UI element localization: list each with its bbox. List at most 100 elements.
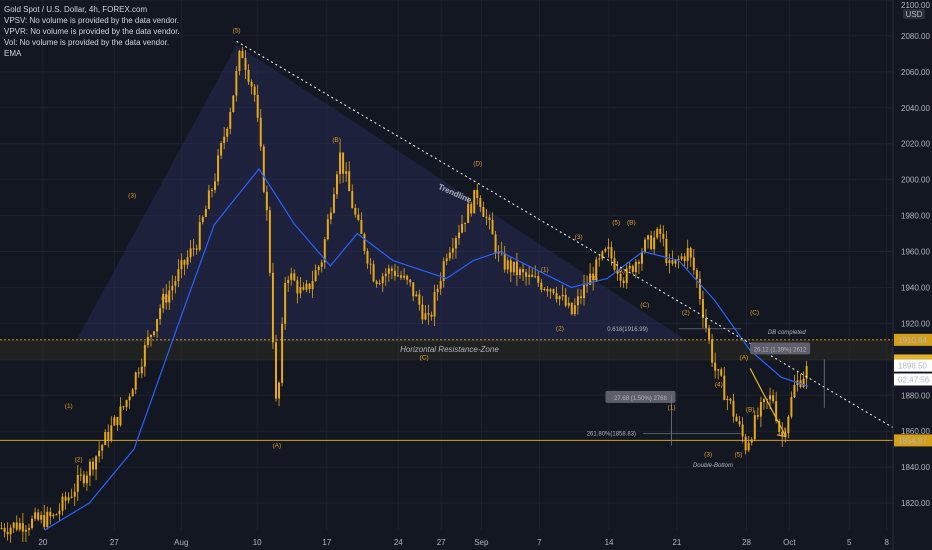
currency-badge [903,9,925,19]
y-tick-label: 2020.00 [901,140,930,149]
candle-body [448,252,451,259]
candle-body [491,220,494,235]
candle-body [128,396,131,401]
candle-body [488,217,491,221]
level-price-tag-0 [894,333,932,346]
candle-body [640,252,643,264]
candle-body [247,69,250,82]
candle-body [271,272,274,343]
candle-body [747,442,750,451]
candle-body [122,406,125,408]
candle-body [433,292,436,317]
currency-label: USD [906,10,923,19]
candle-body [650,235,653,250]
candle-body [604,248,607,252]
candle-body [70,496,73,498]
candle-body [531,274,534,277]
candle-body [256,94,259,118]
candle-body [631,265,634,273]
x-tick-label: 17 [322,538,331,547]
candle-body [189,248,192,258]
candle-body [421,304,424,320]
wave-label: (C) [420,354,429,361]
candle-body [244,57,247,70]
candle-body [40,515,43,520]
candle-body [354,208,357,215]
candle-body [680,256,683,260]
candle-body [552,289,555,294]
candle-body [104,431,107,446]
fib-2618-label: 261.80%(1858.83) [587,432,636,438]
candle-body [476,189,479,199]
candle-body [439,280,442,289]
candle-body [464,222,467,224]
candle-body [226,128,229,137]
candle-body [378,283,381,285]
candle-body [186,257,189,265]
candle-body [284,282,287,324]
candle-body [705,317,708,328]
candle-body [299,287,302,294]
candle-body [274,342,277,399]
candle-body [360,219,363,234]
candle-body [564,294,567,306]
candle-body [357,214,360,220]
x-tick-label: Aug [174,538,188,547]
projection-arrow [749,368,787,437]
candle-body [793,385,796,398]
candle-body [390,268,393,271]
wave-label: (D) [473,160,482,167]
candle-body [381,276,384,284]
measure-label-left: 27.68 (1.50%) 2768 [614,396,667,402]
trendline [236,40,894,429]
candle-body [451,248,454,253]
wave-label: (B) [332,137,341,144]
candle-body [482,206,485,217]
candle-body [396,275,399,277]
level-price-tag-1 [894,434,932,447]
candle-body [34,512,37,519]
candle-body [320,262,323,267]
candle-body [119,406,122,426]
candle-body [442,261,445,281]
candle-body [159,308,162,320]
candle-body [323,239,326,263]
x-tick-label: 7 [537,538,542,547]
candle-body [467,203,470,223]
x-tick-label: 5 [847,538,852,547]
candle-body [366,250,369,264]
chart-legend: Gold Spot / U.S. Dollar, 4h, FOREX.com V… [4,4,180,59]
candle-body [677,259,680,261]
candle-body [695,270,698,279]
candle-body [174,281,177,286]
candle-body [418,294,421,305]
candle-body [802,378,805,388]
candle-body [741,424,744,437]
candle-body [153,331,156,336]
candle-body [729,398,732,401]
candle-body [332,194,335,213]
candle-body [98,450,101,457]
candle-body [351,191,354,209]
candle-body [573,305,576,315]
legend-line-vpvr: VPVR: No volume is provided by the data … [4,27,180,36]
candle-body [88,461,91,476]
candle-body [9,527,12,535]
price-axis-bg [893,0,932,550]
candle-body [137,372,140,374]
candle-body [265,191,268,211]
candle-body [0,528,3,530]
candle-body [146,337,149,346]
wave-label: (B) [627,220,636,227]
resistance-zone-band [0,339,893,361]
candle-body [738,421,741,425]
candle-body [290,273,293,280]
candle-body [387,268,390,274]
candle-body [409,279,412,283]
db-completed-label: DB completed [768,330,806,336]
candle-body [326,219,329,240]
legend-line-vpsv: VPSV: No volume is provided by the data … [4,16,179,25]
candle-body [403,275,406,278]
